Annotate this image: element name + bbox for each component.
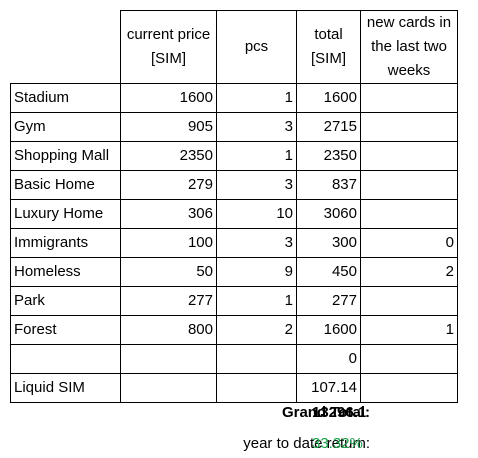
table-row: Park 277 1 277 bbox=[10, 286, 458, 316]
cell-name: Basic Home bbox=[10, 170, 121, 200]
cell-name: Shopping Mall bbox=[10, 141, 121, 171]
cell-name: Liquid SIM bbox=[10, 373, 121, 403]
cell-total: 1600 bbox=[296, 83, 361, 113]
cell-pcs: 10 bbox=[216, 199, 297, 229]
cell-total: 107.14 bbox=[296, 373, 361, 403]
cell-price: 279 bbox=[120, 170, 217, 200]
cell-pcs: 3 bbox=[216, 228, 297, 258]
cell-total: 837 bbox=[296, 170, 361, 200]
cell-new-cards bbox=[360, 373, 458, 403]
cell-total: 2715 bbox=[296, 112, 361, 142]
header-row: current price [SIM] pcs total [SIM] new … bbox=[11, 10, 458, 84]
cell-pcs: 3 bbox=[216, 170, 297, 200]
table-row: Stadium 1600 1 1600 bbox=[10, 83, 458, 113]
cell-total: 3060 bbox=[296, 199, 361, 229]
cell-pcs: 2 bbox=[216, 315, 297, 345]
table-row: Immigrants 100 3 300 0 bbox=[10, 228, 458, 258]
cell-pcs bbox=[216, 344, 297, 374]
header-cell-total: total [SIM] bbox=[296, 10, 361, 84]
cell-pcs: 1 bbox=[216, 141, 297, 171]
cell-price: 100 bbox=[120, 228, 217, 258]
cell-price: 1600 bbox=[120, 83, 217, 113]
cell-total: 2350 bbox=[296, 141, 361, 171]
cell-pcs: 9 bbox=[216, 257, 297, 287]
cell-pcs bbox=[216, 373, 297, 403]
cell-price bbox=[120, 344, 217, 374]
table-row: 0 bbox=[10, 344, 458, 374]
cell-name: Immigrants bbox=[10, 228, 121, 258]
cell-name: Stadium bbox=[10, 83, 121, 113]
cell-total: 277 bbox=[296, 286, 361, 316]
grand-total-value: 13296.1 bbox=[312, 404, 367, 421]
table-row: Luxury Home 306 10 3060 bbox=[10, 199, 458, 229]
ytd-return-value: 33.32% bbox=[312, 435, 363, 452]
cell-name: Park bbox=[10, 286, 121, 316]
cell-new-cards bbox=[360, 112, 458, 142]
cell-pcs: 1 bbox=[216, 286, 297, 316]
cell-price: 2350 bbox=[120, 141, 217, 171]
cell-new-cards bbox=[360, 141, 458, 171]
cell-new-cards bbox=[360, 170, 458, 200]
header-cell-pcs: pcs bbox=[216, 10, 297, 84]
cell-new-cards: 0 bbox=[360, 228, 458, 258]
cell-new-cards bbox=[360, 344, 458, 374]
table-row: Gym 905 3 2715 bbox=[10, 112, 458, 142]
cell-pcs: 3 bbox=[216, 112, 297, 142]
cell-price bbox=[120, 373, 217, 403]
cell-total: 0 bbox=[296, 344, 361, 374]
cell-new-cards: 2 bbox=[360, 257, 458, 287]
cell-total: 300 bbox=[296, 228, 361, 258]
header-cell-name bbox=[11, 11, 121, 84]
cell-new-cards: 1 bbox=[360, 315, 458, 345]
cell-new-cards bbox=[360, 199, 458, 229]
cell-price: 905 bbox=[120, 112, 217, 142]
cell-name bbox=[10, 344, 121, 374]
cell-price: 306 bbox=[120, 199, 217, 229]
ytd-return-label: year to date return: bbox=[243, 435, 370, 452]
table-row: Homeless 50 9 450 2 bbox=[10, 257, 458, 287]
table-row: Basic Home 279 3 837 bbox=[10, 170, 458, 200]
table-row: Shopping Mall 2350 1 2350 bbox=[10, 141, 458, 171]
portfolio-table-body: current price [SIM] pcs total [SIM] new … bbox=[10, 10, 458, 403]
grand-total-label: Grand Total: bbox=[281, 404, 370, 421]
table-row: Liquid SIM 107.14 bbox=[10, 373, 458, 403]
cell-price: 800 bbox=[120, 315, 217, 345]
header-cell-new-cards: new cards in the last two weeks bbox=[360, 10, 458, 84]
cell-pcs: 1 bbox=[216, 83, 297, 113]
cell-new-cards bbox=[360, 286, 458, 316]
cell-name: Homeless bbox=[10, 257, 121, 287]
header-cell-price: current price [SIM] bbox=[120, 10, 217, 84]
cell-name: Luxury Home bbox=[10, 199, 121, 229]
cell-new-cards bbox=[360, 83, 458, 113]
table-row: Forest 800 2 1600 1 bbox=[10, 315, 458, 345]
cell-total: 450 bbox=[296, 257, 361, 287]
cell-total: 1600 bbox=[296, 315, 361, 345]
cell-price: 50 bbox=[120, 257, 217, 287]
cell-price: 277 bbox=[120, 286, 217, 316]
cell-name: Gym bbox=[10, 112, 121, 142]
cell-name: Forest bbox=[10, 315, 121, 345]
portfolio-table: current price [SIM] pcs total [SIM] new … bbox=[10, 10, 458, 403]
